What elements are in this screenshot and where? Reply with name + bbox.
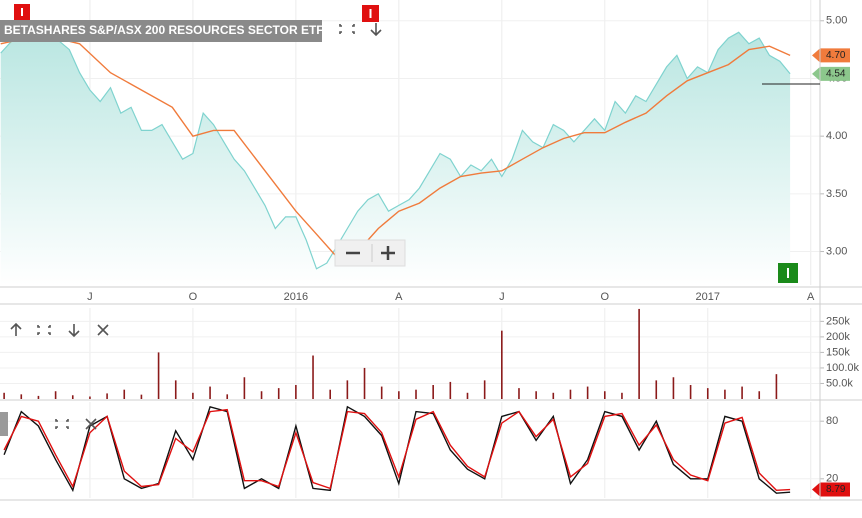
volume-bar — [260, 391, 263, 399]
volume-bar — [226, 394, 229, 399]
expand-icon[interactable] — [55, 419, 69, 429]
x-tick-label: A — [807, 291, 815, 303]
last-value-tag — [812, 66, 850, 81]
y-tick-label: 80 — [826, 415, 838, 427]
volume-bar — [775, 374, 778, 399]
up-arrow-icon[interactable] — [10, 322, 22, 336]
volume-bar — [689, 385, 692, 399]
last-value-tag — [812, 48, 850, 63]
volume-bar — [432, 385, 434, 399]
volume-bar — [501, 330, 503, 399]
y-tick-label: 5.00 — [826, 15, 847, 27]
volume-bar — [466, 392, 469, 399]
volume-bar — [346, 380, 349, 399]
volume-bar — [37, 395, 40, 399]
y-tick-label: 3.00 — [826, 245, 847, 257]
volume-bar — [20, 394, 23, 399]
volume-bar — [415, 389, 417, 399]
volume-bar — [123, 389, 126, 399]
volume-bar — [174, 380, 177, 399]
volume-bar — [329, 389, 331, 399]
volume-bar — [518, 388, 520, 399]
x-tick-label: 2017 — [696, 291, 720, 303]
volume-bar — [398, 391, 400, 399]
volume-bar — [157, 352, 160, 399]
close-icon[interactable] — [97, 324, 109, 336]
volume-bar — [312, 355, 314, 399]
volume-bar — [552, 392, 555, 399]
volume-bar — [621, 392, 623, 399]
moving-average-line — [0, 33, 791, 259]
last-value-label: 4.70 — [826, 50, 846, 61]
volume-bar — [54, 391, 57, 399]
y-tick-label: 50.0k — [826, 377, 853, 389]
volume-bar — [209, 386, 211, 399]
volume-bar — [741, 386, 743, 399]
expand-icon[interactable] — [339, 24, 355, 34]
x-tick-label: 2016 — [284, 291, 308, 303]
volume-bar — [603, 391, 606, 399]
x-tick-label: O — [601, 291, 610, 303]
volume-bar — [277, 388, 280, 399]
x-tick-label: J — [499, 291, 505, 303]
last-value-tag — [812, 482, 850, 497]
x-tick-label: A — [395, 291, 403, 303]
volume-bar — [706, 388, 709, 399]
oscillator-line — [3, 408, 791, 492]
volume-bar — [672, 377, 675, 399]
volume-bar — [449, 381, 452, 399]
panel-handle[interactable] — [0, 412, 8, 436]
plot-layers: 3.003.504.004.505.00JO2016AJO2017A4.704.… — [0, 0, 860, 498]
chart-title: BETASHARES S&P/ASX 200 RESOURCES SECTOR … — [4, 23, 324, 37]
volume-bar — [363, 367, 366, 399]
expand-icon[interactable] — [37, 325, 51, 335]
volume-bar — [243, 377, 246, 399]
price-area — [0, 32, 791, 285]
volume-bar — [89, 396, 91, 399]
zoom-controls[interactable] — [334, 239, 406, 267]
y-tick-label: 200k — [826, 331, 850, 343]
volume-bar — [758, 391, 761, 399]
y-tick-label: 250k — [826, 315, 850, 327]
x-tick-label: O — [189, 291, 198, 303]
last-value-label: 4.54 — [826, 68, 846, 79]
volume-bar — [569, 389, 572, 399]
event-marker[interactable] — [778, 263, 798, 283]
volume-bar — [638, 308, 640, 399]
frame — [0, 0, 862, 501]
y-tick-label: 20 — [826, 473, 838, 485]
volume-bar — [140, 394, 143, 399]
volume-bar — [724, 389, 726, 399]
y-tick-label: 4.00 — [826, 130, 847, 142]
volume-bar — [483, 380, 486, 399]
volume-bar — [71, 395, 74, 399]
volume-bar — [655, 380, 658, 399]
volume-bar — [380, 386, 383, 399]
down-arrow-icon[interactable] — [370, 23, 382, 37]
close-icon[interactable] — [85, 418, 97, 430]
last-value-label: 8.79 — [826, 484, 846, 495]
price-line — [0, 31, 791, 270]
y-tick-label: 100.0k — [826, 362, 860, 374]
volume-bar — [3, 392, 5, 399]
event-marker[interactable] — [14, 4, 30, 20]
volume-bar — [192, 392, 194, 399]
x-tick-label: J — [87, 291, 93, 303]
volume-bar — [106, 393, 108, 399]
event-marker[interactable] — [362, 5, 379, 22]
oscillator-line — [3, 405, 791, 494]
title-box[interactable]: BETASHARES S&P/ASX 200 RESOURCES SECTOR … — [0, 20, 324, 42]
volume-bar — [295, 385, 297, 399]
volume-bar — [586, 386, 589, 399]
volume-bar — [535, 391, 537, 399]
down-arrow-icon[interactable] — [68, 324, 80, 338]
y-tick-label: 3.50 — [826, 188, 847, 200]
y-tick-label: 150k — [826, 346, 850, 358]
